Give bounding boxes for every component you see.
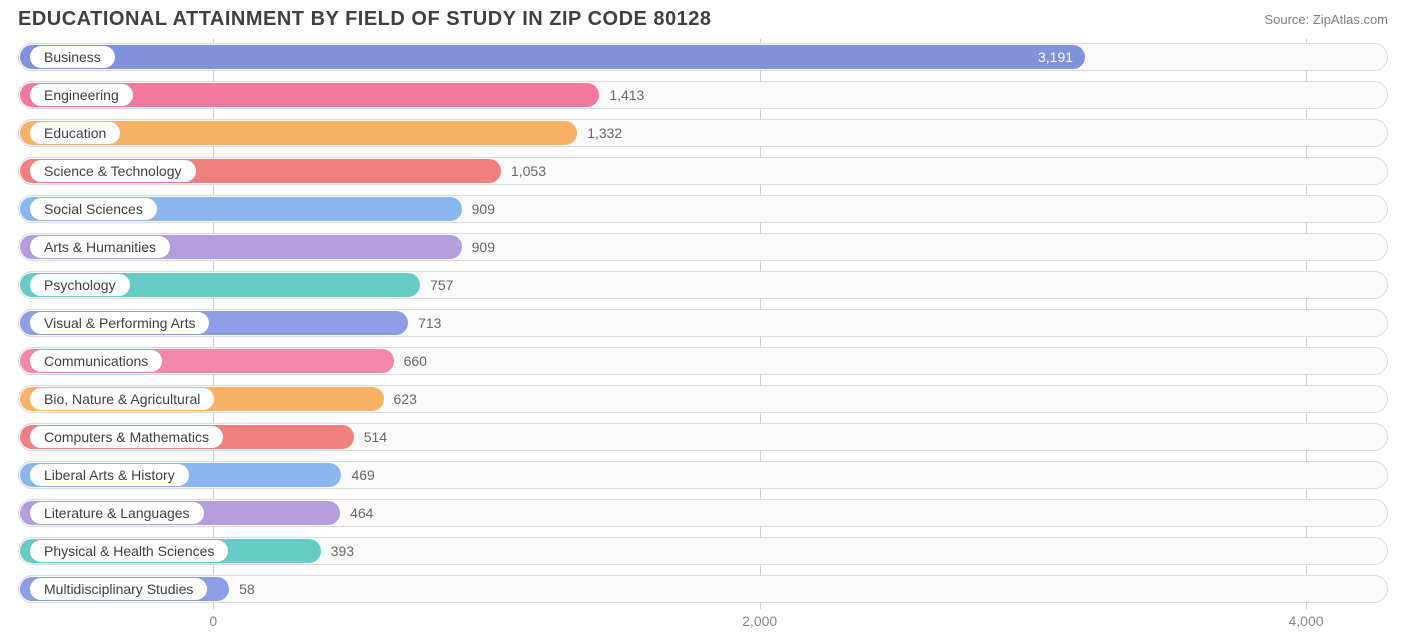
x-tick-label: 4,000	[1289, 613, 1324, 629]
x-tick-label: 0	[209, 613, 217, 629]
bar-row: Education 1,332	[18, 115, 1388, 151]
bar-row: Psychology 757	[18, 267, 1388, 303]
bar-value: 660	[404, 353, 427, 369]
bar-value: 469	[351, 467, 374, 483]
bar-row: Literature & Languages 464	[18, 495, 1388, 531]
x-tick-label: 2,000	[742, 613, 777, 629]
bar-label: Physical & Health Sciences	[30, 540, 228, 562]
bar-row: Bio, Nature & Agricultural 623	[18, 381, 1388, 417]
bar-value: 909	[472, 239, 495, 255]
bar-label: Visual & Performing Arts	[30, 312, 209, 334]
bar-label: Bio, Nature & Agricultural	[30, 388, 214, 410]
bar-row: Physical & Health Sciences 393	[18, 533, 1388, 569]
bar-label: Business	[30, 46, 115, 68]
bar-value: 514	[364, 429, 387, 445]
bar-label: Social Sciences	[30, 198, 157, 220]
bar-row: Liberal Arts & History 469	[18, 457, 1388, 493]
bar-value: 623	[394, 391, 417, 407]
bar-value: 1,413	[609, 87, 644, 103]
bar-label: Literature & Languages	[30, 502, 204, 524]
x-axis: 0 2,000 4,000	[18, 613, 1388, 641]
bar-label: Communications	[30, 350, 162, 372]
bar-label: Science & Technology	[30, 160, 196, 182]
bar-value: 713	[418, 315, 441, 331]
chart-area: Business 3,191 Engineering 1,413 Education 1,…	[0, 37, 1406, 641]
bar-row: Social Sciences 909	[18, 191, 1388, 227]
plot-area: Business 3,191 Engineering 1,413 Education 1,…	[18, 39, 1388, 609]
bar-value: 464	[350, 505, 373, 521]
bar-label: Arts & Humanities	[30, 236, 170, 258]
bar-row: Computers & Mathematics 514	[18, 419, 1388, 455]
bar-value: 58	[239, 581, 255, 597]
bar-row: Science & Technology 1,053	[18, 153, 1388, 189]
bar-label: Psychology	[30, 274, 130, 296]
bar-value: 393	[331, 543, 354, 559]
bar-label: Engineering	[30, 84, 133, 106]
bar-label: Multidisciplinary Studies	[30, 578, 207, 600]
bar-label: Education	[30, 122, 120, 144]
bar-row: Business 3,191	[18, 39, 1388, 75]
bar-label: Liberal Arts & History	[30, 464, 189, 486]
bar-row: Multidisciplinary Studies 58	[18, 571, 1388, 607]
bar-label: Computers & Mathematics	[30, 426, 223, 448]
bar-value: 757	[430, 277, 453, 293]
bar-value: 1,053	[511, 163, 546, 179]
bar-fill	[20, 45, 1085, 69]
chart-source: Source: ZipAtlas.com	[1264, 8, 1388, 27]
bar-row: Communications 660	[18, 343, 1388, 379]
bar-value: 3,191	[1038, 49, 1073, 65]
bar-row: Engineering 1,413	[18, 77, 1388, 113]
chart-title: EDUCATIONAL ATTAINMENT BY FIELD OF STUDY…	[18, 8, 712, 31]
bar-value: 909	[472, 201, 495, 217]
bar-value: 1,332	[587, 125, 622, 141]
bar-row: Visual & Performing Arts 713	[18, 305, 1388, 341]
bar-row: Arts & Humanities 909	[18, 229, 1388, 265]
